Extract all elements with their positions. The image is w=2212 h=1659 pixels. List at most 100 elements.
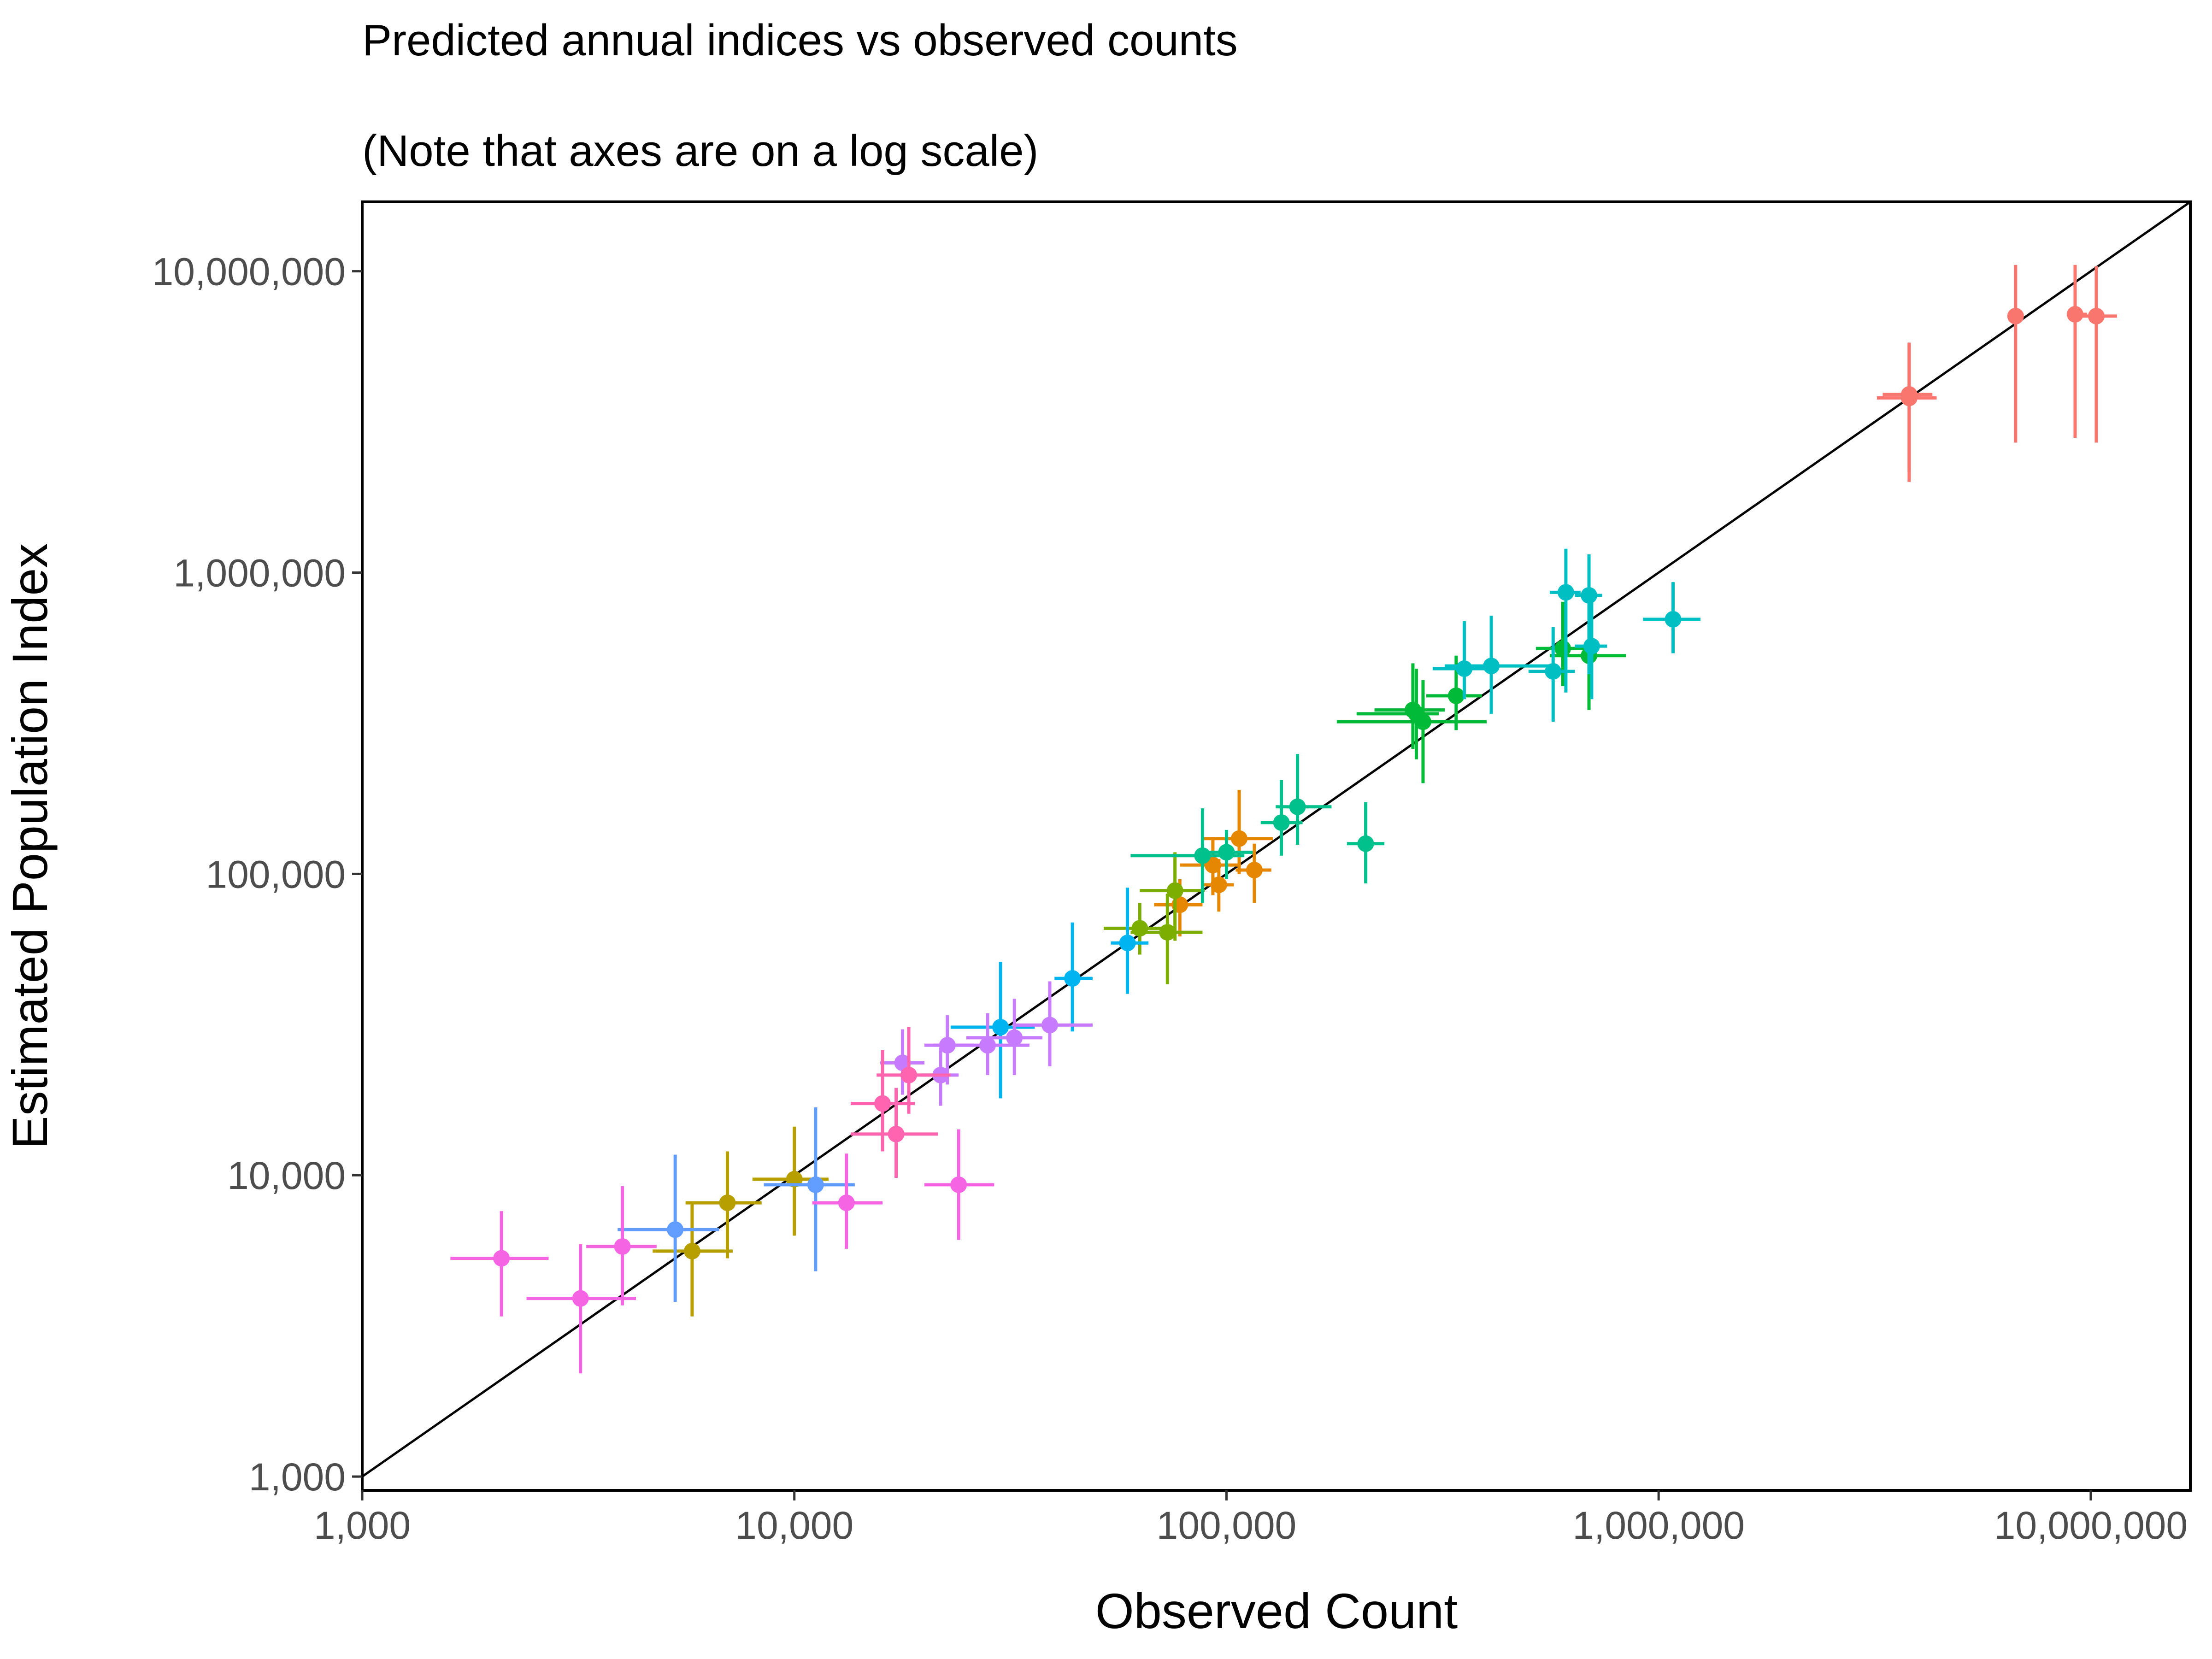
point-marker xyxy=(992,1018,1009,1035)
x-tick-label: 10,000 xyxy=(735,1504,853,1547)
x-tick-label: 100,000 xyxy=(1157,1504,1297,1547)
data-point-sky xyxy=(950,962,1035,1099)
point-marker xyxy=(2066,306,2083,323)
data-point-purple xyxy=(966,999,1043,1075)
point-marker xyxy=(493,1250,510,1267)
data-point-orange xyxy=(1202,859,1234,912)
point-marker xyxy=(1006,1029,1023,1046)
data-point-sky xyxy=(1054,922,1093,1032)
point-marker xyxy=(1545,663,1562,680)
point-marker xyxy=(894,1054,911,1071)
point-marker xyxy=(1273,814,1290,831)
data-point-teal xyxy=(1202,830,1253,879)
point-marker xyxy=(950,1176,967,1193)
data-point-teal xyxy=(1347,802,1385,883)
data-point-magenta xyxy=(924,1129,994,1240)
data-point-cyan xyxy=(1550,548,1581,693)
point-marker xyxy=(979,1037,996,1054)
data-point-orange xyxy=(1202,790,1273,874)
point-marker xyxy=(874,1095,891,1112)
data-point-purple xyxy=(1012,981,1093,1066)
data-point-olive xyxy=(1140,852,1205,941)
point-marker xyxy=(1289,798,1306,815)
data-point-pink xyxy=(877,1027,951,1114)
data-point-orange xyxy=(1235,843,1271,903)
data-point-green xyxy=(1356,668,1439,759)
point-marker xyxy=(1447,687,1465,704)
point-marker xyxy=(667,1221,684,1238)
point-marker xyxy=(1131,920,1148,937)
data-point-sky xyxy=(1111,888,1149,994)
data-point-red xyxy=(2077,266,2117,443)
x-tick-label: 1,000 xyxy=(314,1504,411,1547)
point-marker xyxy=(1218,844,1235,861)
data-point-cyan xyxy=(1643,582,1701,653)
data-point-red xyxy=(2066,265,2087,438)
y-tick-label: 10,000,000 xyxy=(152,250,346,294)
data-point-magenta xyxy=(450,1211,549,1317)
data-point-blue xyxy=(764,1107,855,1271)
point-marker xyxy=(1557,584,1574,601)
data-point-magenta xyxy=(812,1153,883,1249)
x-tick-label: 1,000,000 xyxy=(1572,1504,1745,1547)
data-point-purple xyxy=(880,1029,925,1095)
point-marker xyxy=(1357,835,1374,852)
point-marker xyxy=(900,1066,918,1083)
point-marker xyxy=(807,1176,824,1193)
point-marker xyxy=(572,1290,589,1307)
x-axis-ticks: 1,000 10,000 100,000 1,000,000 10,000,000 xyxy=(314,1490,2188,1547)
data-point-teal xyxy=(1276,754,1332,845)
point-marker xyxy=(1041,1017,1058,1034)
y-tick-label: 1,000,000 xyxy=(173,552,346,595)
point-marker xyxy=(1583,638,1600,655)
data-point-red xyxy=(1883,345,1933,470)
data-point-gold xyxy=(685,1151,762,1259)
data-point-magenta xyxy=(586,1186,657,1306)
point-marker xyxy=(1581,587,1598,604)
point-marker xyxy=(1064,970,1081,987)
y-axis-ticks: 1,000 10,000 100,000 1,000,000 10,000,000 xyxy=(152,250,362,1499)
point-marker xyxy=(2007,307,2024,324)
point-marker xyxy=(1414,713,1431,730)
point-marker xyxy=(1210,877,1227,894)
point-marker xyxy=(1119,935,1136,952)
point-marker xyxy=(2088,307,2105,324)
x-axis-label: Observed Count xyxy=(1095,1583,1458,1639)
point-marker xyxy=(838,1194,855,1212)
point-marker xyxy=(1900,386,1918,403)
point-marker xyxy=(719,1194,736,1212)
data-point-olive xyxy=(1130,894,1203,985)
x-tick-label: 10,000,000 xyxy=(1994,1504,2188,1547)
data-point-teal xyxy=(1260,780,1303,856)
point-marker xyxy=(614,1238,631,1255)
data-point-magenta xyxy=(526,1244,636,1374)
chart-subtitle: (Note that axes are on a log scale) xyxy=(362,126,1038,176)
data-point-cyan xyxy=(1575,601,1607,700)
point-marker xyxy=(683,1242,700,1259)
plot-panel xyxy=(361,200,2192,1492)
data-point-cyan xyxy=(1445,615,1550,714)
point-marker xyxy=(1194,847,1211,864)
data-point-gold xyxy=(653,1203,733,1317)
y-tick-label: 100,000 xyxy=(206,853,346,896)
y-tick-label: 10,000 xyxy=(227,1154,346,1197)
reference-line-y-equals-x xyxy=(361,200,2191,1478)
data-point-red xyxy=(2007,265,2024,443)
point-marker xyxy=(1231,830,1248,847)
point-marker xyxy=(1483,658,1500,675)
chart-title: Predicted annual indices vs observed cou… xyxy=(362,16,1238,65)
y-tick-label: 1,000 xyxy=(249,1455,346,1499)
point-marker xyxy=(1246,861,1263,878)
point-marker xyxy=(888,1125,905,1142)
data-points xyxy=(450,265,2117,1374)
point-marker xyxy=(1166,882,1183,899)
data-point-green xyxy=(1336,680,1487,783)
point-marker xyxy=(1665,611,1682,628)
data-point-cyan xyxy=(1575,554,1602,675)
data-point-blue xyxy=(618,1154,719,1302)
data-point-pink xyxy=(850,1088,938,1178)
point-marker xyxy=(1456,660,1473,677)
y-axis-label: Estimated Population Index xyxy=(2,543,58,1149)
point-marker xyxy=(1159,924,1176,941)
